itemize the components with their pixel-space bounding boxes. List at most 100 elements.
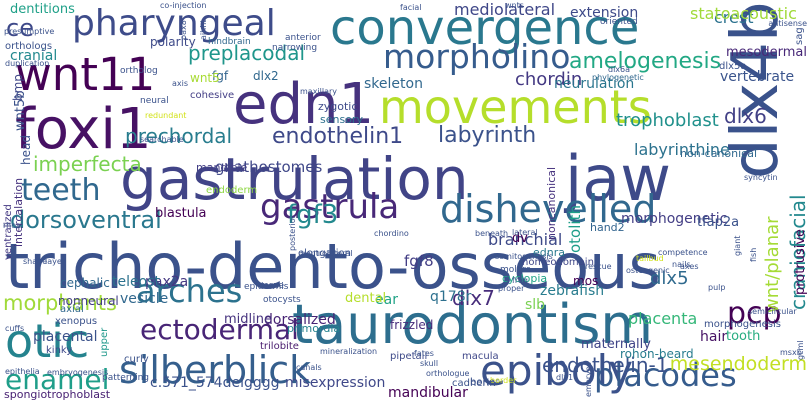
cloud-word: upper: [99, 327, 110, 357]
cloud-word: skull: [420, 359, 439, 368]
cloud-word: branchial: [488, 230, 563, 249]
cloud-word: dorsalized: [264, 312, 336, 328]
cloud-word: endoderm: [206, 185, 258, 196]
cloud-word: bmp: [11, 74, 25, 101]
cloud-word: bones: [470, 377, 501, 388]
cloud-word: duplication: [5, 59, 50, 68]
cloud-word: vesicle: [120, 291, 169, 307]
cloud-word: gastrula: [260, 187, 400, 227]
cloud-word: dorsoventral: [10, 206, 162, 234]
cloud-word: co-injection: [160, 1, 207, 10]
cloud-word: midline: [224, 312, 272, 327]
cloud-word: nails: [672, 260, 691, 269]
cloud-word: osteogenic: [626, 266, 670, 275]
cloud-word: presumptive: [4, 27, 55, 36]
cloud-word: molars: [500, 265, 531, 275]
cloud-word: dlx6: [724, 104, 767, 128]
cloud-word: dlx5a: [719, 61, 747, 72]
cloud-word: neural: [140, 96, 169, 106]
cloud-word: gastrulation: [120, 145, 469, 213]
cloud-word: noncanonical: [545, 166, 558, 240]
cloud-word: tooth: [726, 329, 761, 344]
cloud-word: canals: [296, 363, 322, 372]
cloud-word: orthologs: [5, 41, 53, 52]
cloud-word: syncytin: [744, 173, 778, 182]
cloud-word: embryogenesis: [47, 368, 109, 377]
cloud-word: placental: [33, 329, 98, 345]
cloud-word: frog: [512, 276, 528, 285]
cloud-word: searchable: [140, 135, 184, 144]
cloud-word: arches: [136, 272, 243, 310]
cloud-word: edn1: [233, 72, 375, 137]
cloud-word: phylogenetic: [592, 73, 644, 82]
cloud-word: misexpression: [285, 375, 386, 391]
cloud-word: lateral: [512, 228, 538, 237]
cloud-word: posterior: [288, 215, 297, 251]
cloud-word: endothelin-1: [542, 353, 669, 377]
cloud-word: polarity: [150, 35, 196, 49]
cloud-word: protrusive: [793, 228, 808, 295]
cloud-word: dlx6a: [608, 65, 631, 74]
cloud-word: maternally: [581, 337, 651, 352]
cloud-word: dv: [512, 231, 528, 246]
cloud-word: dental: [345, 291, 387, 306]
cloud-word: hindbrain: [208, 37, 251, 47]
cloud-word: skeleton: [364, 76, 423, 92]
cloud-word: head: [19, 135, 33, 165]
cloud-word: macula: [462, 351, 499, 362]
cloud-word: epidermis: [244, 282, 289, 292]
cloud-word: cadherin: [452, 378, 496, 389]
cloud-word: cephalic: [60, 276, 110, 290]
cloud-word: morphogenesis: [704, 319, 781, 330]
cloud-word: pax2a: [145, 274, 189, 290]
cloud-word: wnt/planar: [762, 216, 783, 313]
cloud-word: epithelia: [5, 367, 40, 376]
cloud-word: rescue: [585, 262, 612, 271]
cloud-word: zygotic: [318, 100, 358, 113]
cloud-word: chordin: [515, 69, 583, 90]
cloud-word: tricho-dento-osseous: [5, 230, 661, 303]
cloud-word: hand2: [590, 221, 625, 234]
cloud-word: dlx1: [556, 373, 574, 382]
cloud-word: movements: [379, 80, 652, 134]
cloud-word: dentitions: [10, 2, 75, 17]
cloud-word: pulp: [708, 283, 726, 292]
cloud-word: cyclopia: [502, 272, 548, 285]
cloud-word: cohesive: [190, 90, 235, 101]
cloud-word: msxb: [780, 348, 802, 357]
cloud-word: fish: [749, 247, 758, 262]
cloud-word: teleost: [112, 274, 160, 290]
cloud-word: teeth: [21, 173, 101, 208]
cloud-word: otic: [5, 314, 90, 368]
cloud-word: prechordal: [125, 124, 233, 148]
cloud-word: gnathostomes: [215, 158, 323, 176]
cloud-word: layer: [45, 257, 66, 266]
cloud-word: chordino: [374, 229, 409, 238]
cloud-word: embryos: [584, 362, 593, 397]
cloud-word: intercalation: [12, 177, 25, 247]
cloud-word: blastula: [155, 206, 207, 221]
cloud-word: pipetail: [390, 351, 428, 362]
cloud-word: pcp: [727, 296, 782, 331]
cloud-word: tfap2a: [697, 215, 740, 230]
cloud-word: dlx7: [452, 286, 495, 310]
cloud-word: orthologue: [426, 369, 470, 378]
cloud-word: narrowing: [272, 43, 318, 53]
cloud-word: silberblick: [119, 348, 312, 392]
cloud-word: dlx5: [650, 268, 689, 289]
cloud-word: axis: [172, 79, 189, 88]
cloud-word: fgf8: [404, 252, 434, 270]
cloud-word: somitogenesis: [495, 252, 553, 261]
cloud-word: sensory: [320, 113, 363, 126]
cloud-word: xenopus: [55, 316, 98, 327]
cloud-word: preplacodal: [188, 41, 306, 65]
cloud-word: c.571_574delgggg: [150, 375, 280, 391]
cloud-word: placodes: [594, 356, 737, 394]
cloud-word: axes: [680, 262, 699, 271]
cloud-word: mesendoderm: [669, 353, 807, 375]
cloud-word: frizzled: [390, 318, 434, 332]
cloud-word: homeodomain: [522, 257, 594, 268]
cloud-word: extension: [570, 5, 639, 21]
cloud-word: zebrafish: [540, 283, 605, 299]
